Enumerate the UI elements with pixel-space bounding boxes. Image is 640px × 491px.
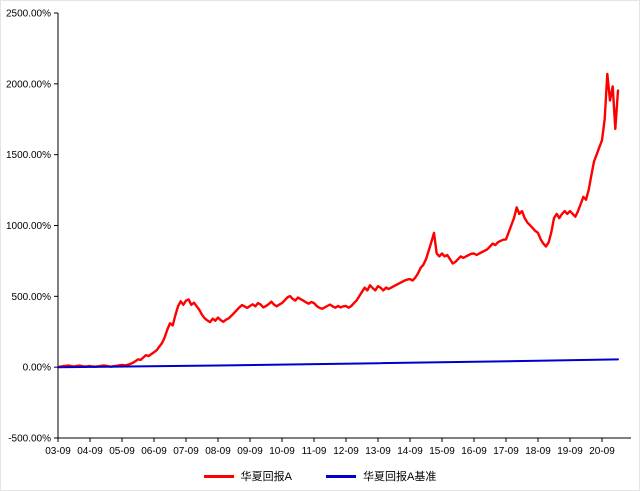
x-axis-label: 17-09 [493, 446, 519, 457]
y-axis-label: 0.00% [23, 363, 51, 374]
series-line-1 [57, 358, 619, 369]
x-axis-label: 03-09 [45, 446, 71, 457]
series-line-0 [56, 72, 620, 369]
x-axis-label: 07-09 [173, 446, 199, 457]
legend-item-benchmark: 华夏回报A基准 [326, 468, 436, 484]
x-axis-label: 15-09 [429, 446, 455, 457]
x-axis-label: 16-09 [461, 446, 487, 457]
x-axis-label: 05-09 [109, 446, 135, 457]
legend-label: 华夏回报A基准 [363, 471, 437, 483]
legend-item-fund: 华夏回报A [203, 468, 292, 484]
legend-swatch [326, 474, 356, 478]
x-axis-label: 08-09 [205, 446, 231, 457]
x-axis-label: 12-09 [333, 446, 359, 457]
x-axis-label: 13-09 [365, 446, 391, 457]
performance-chart-svg: 2500.00% 2000.00% 1500.00% 1000.00% 500.00% 0… [6, 9, 631, 457]
x-axis-label: 20-09 [589, 446, 615, 457]
y-axis-label: 500.00% [12, 292, 52, 303]
x-axis-label: 18-09 [525, 446, 551, 457]
x-axis-label: 11-09 [302, 446, 327, 457]
legend-label: 华夏回报A [240, 471, 292, 483]
x-axis-label: 19-09 [557, 446, 583, 457]
y-axis-label: 2500.00% [6, 9, 51, 20]
chart-legend: 华夏回报A 华夏回报A基准 [1, 468, 639, 484]
x-axis-label: 06-09 [141, 446, 167, 457]
x-axis-label: 10-09 [269, 446, 295, 457]
y-axis-label: 2000.00% [6, 79, 51, 90]
y-axis-label: 1000.00% [6, 221, 51, 232]
y-axis-label: 1500.00% [6, 150, 51, 161]
x-axis-label: 09-09 [237, 446, 263, 457]
y-axis-label: -500.00% [8, 434, 51, 445]
x-axis-label: 14-09 [397, 446, 423, 457]
legend-swatch [203, 474, 234, 478]
x-axis-label: 04-09 [77, 446, 103, 457]
